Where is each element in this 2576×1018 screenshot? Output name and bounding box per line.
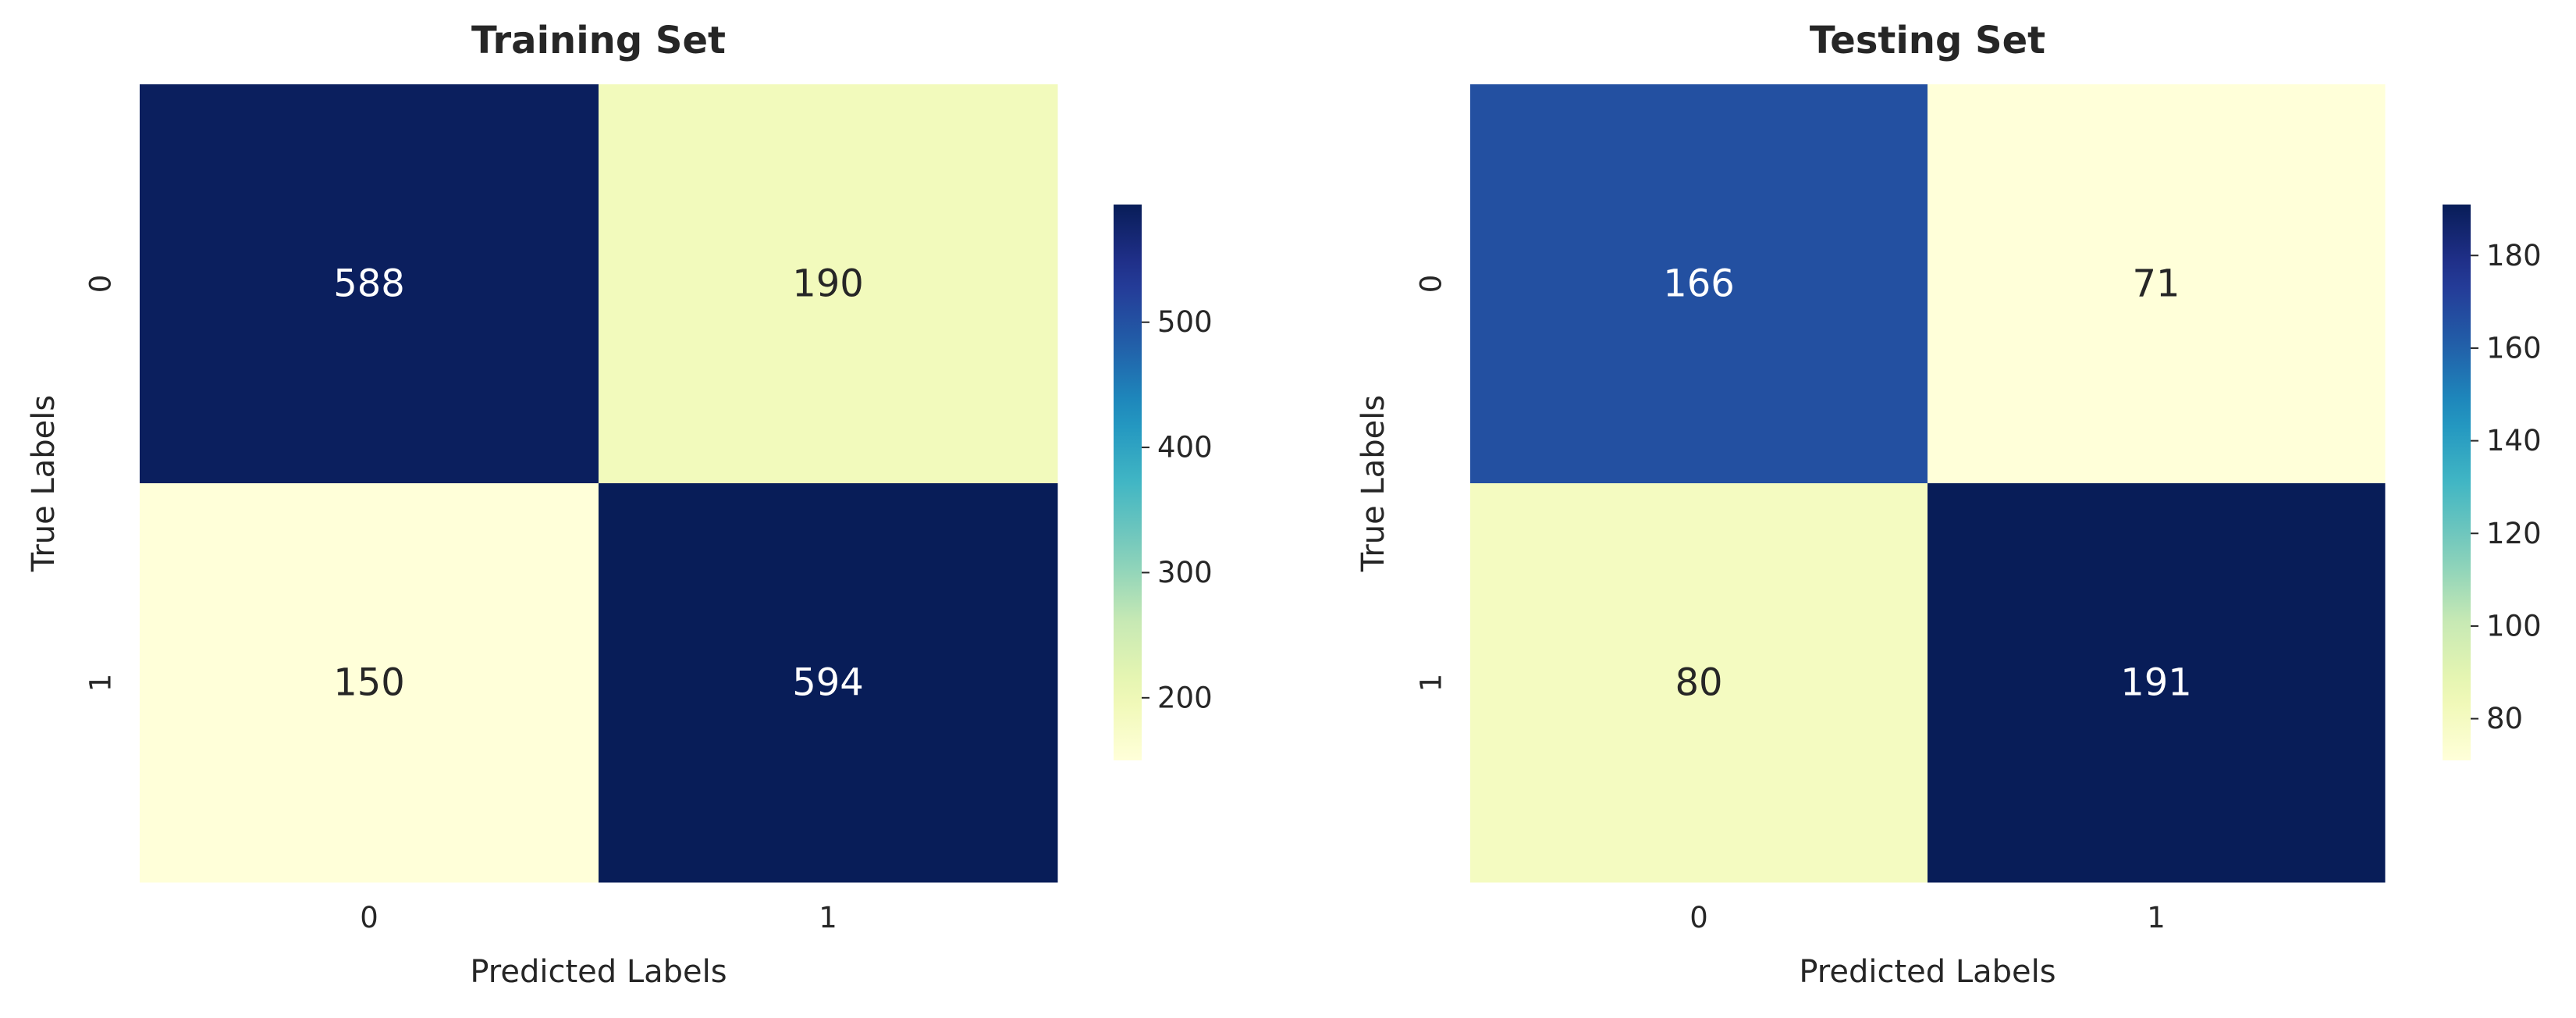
x-axis-label: Predicted Labels xyxy=(470,954,727,990)
colorbar-tick-label: 140 xyxy=(2486,424,2542,457)
y-tick-label: 1 xyxy=(1415,674,1448,692)
cell-value-label: 71 xyxy=(2132,262,2180,306)
colorbar-tick-label: 120 xyxy=(2486,517,2542,550)
heatmap-panel-1: 166 71 80 191 Testing Set 0 1 0 1 Predicted Label… xyxy=(1356,19,2542,990)
cell-value-label: 166 xyxy=(1663,262,1735,306)
x-tick-label: 1 xyxy=(2147,901,2166,934)
chart-title: Training Set xyxy=(471,19,726,62)
colorbar-tick-label: 400 xyxy=(1157,431,1213,465)
colorbar xyxy=(2443,205,2471,760)
colorbar-tick-label: 200 xyxy=(1157,681,1213,714)
colorbar-tick-label: 80 xyxy=(2486,702,2523,735)
cell-value-label: 150 xyxy=(333,661,405,705)
cell-value-label: 588 xyxy=(333,262,405,306)
heatmap-cell xyxy=(599,84,1058,484)
cell-value-label: 190 xyxy=(792,262,864,306)
y-tick-label: 0 xyxy=(84,275,118,294)
heatmap-cell xyxy=(1928,483,2386,883)
heatmap-cell xyxy=(140,84,599,484)
colorbar-tick-label: 100 xyxy=(2486,609,2542,642)
cell-value-label: 594 xyxy=(792,661,864,705)
heatmap-cell xyxy=(1470,483,1928,883)
cell-value-label: 80 xyxy=(1675,661,1722,705)
heatmap-cell xyxy=(1928,84,2386,484)
colorbar-tick-label: 500 xyxy=(1157,305,1213,339)
x-tick-label: 1 xyxy=(819,901,837,934)
colorbar xyxy=(1114,205,1142,760)
y-tick-label: 1 xyxy=(84,674,118,692)
y-axis-label: True Labels xyxy=(1356,395,1391,572)
colorbar-tick-label: 180 xyxy=(2486,239,2542,272)
y-tick-label: 0 xyxy=(1415,275,1448,294)
heatmap-cell xyxy=(599,483,1058,883)
heatmap-panel-0: 588 190 150 594 Training Set 0 1 0 1 Predicted La… xyxy=(26,19,1213,990)
x-tick-label: 0 xyxy=(1690,901,1708,934)
colorbar-tick-label: 160 xyxy=(2486,331,2542,365)
chart-title: Testing Set xyxy=(1810,19,2045,62)
heatmap-cell xyxy=(1470,84,1928,484)
x-tick-label: 0 xyxy=(360,901,378,934)
cell-value-label: 191 xyxy=(2120,661,2192,705)
colorbar-tick-label: 300 xyxy=(1157,556,1213,589)
x-axis-label: Predicted Labels xyxy=(1799,954,2055,990)
y-axis-label: True Labels xyxy=(26,395,62,572)
heatmap-cell xyxy=(140,483,599,883)
